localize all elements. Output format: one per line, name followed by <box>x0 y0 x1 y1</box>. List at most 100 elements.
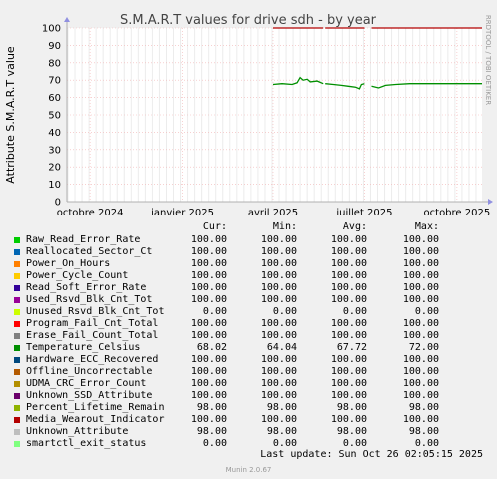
legend-header: Cur: <box>202 221 227 232</box>
series-line <box>325 83 365 90</box>
legend-avg: 98.00 <box>336 402 367 413</box>
legend-swatch <box>14 393 20 399</box>
legend-swatch <box>14 441 20 447</box>
legend-row: Reallocated_Sector_Ct 100.00 100.00 100.00 1… <box>0 246 497 258</box>
munin-version: Munin 2.0.67 <box>225 466 272 474</box>
x-tick-label: avril 2025 <box>248 208 298 215</box>
legend-row: Unknown_SSD_Attribute 100.00 100.00 100.00 1… <box>0 390 497 402</box>
legend-min: 100.00 <box>260 270 297 281</box>
y-tick-label: 50 <box>48 111 61 122</box>
legend-avg: 0.00 <box>342 438 367 449</box>
y-tick-label: 10 <box>48 180 61 191</box>
legend-swatch <box>14 273 20 279</box>
legend-min: 100.00 <box>260 414 297 425</box>
legend-swatch <box>14 261 20 267</box>
legend-swatch <box>14 417 20 423</box>
legend-row: Read_Soft_Error_Rate 100.00 100.00 100.00 10… <box>0 282 497 294</box>
legend-cur: 100.00 <box>190 318 227 329</box>
legend-name: Unknown_Attribute <box>26 426 129 437</box>
legend-max: 100.00 <box>402 270 439 281</box>
legend-swatch <box>14 237 20 243</box>
legend-cur: 100.00 <box>190 390 227 401</box>
legend-avg: 100.00 <box>330 270 367 281</box>
y-tick-label: 40 <box>48 128 61 139</box>
legend-avg: 100.00 <box>330 390 367 401</box>
y-tick-label: 30 <box>48 145 61 156</box>
chart-title: S.M.A.R.T values for drive sdh - by year <box>120 13 377 28</box>
legend-swatch <box>14 381 20 387</box>
legend-name: Used_Rsvd_Blk_Cnt_Tot <box>26 294 153 305</box>
legend-name: Media_Wearout_Indicator <box>26 414 165 425</box>
legend-avg: 100.00 <box>330 354 367 365</box>
series-line <box>371 83 482 89</box>
legend-swatch <box>14 285 20 291</box>
y-tick-label: 70 <box>48 76 61 87</box>
legend-name: Reallocated_Sector_Ct <box>26 246 153 257</box>
legend-swatch <box>14 369 20 375</box>
legend-cur: 0.00 <box>202 438 227 449</box>
legend-name: Offline_Uncorrectable <box>26 366 153 377</box>
legend-max: 100.00 <box>402 294 439 305</box>
legend-min: 100.00 <box>260 246 297 257</box>
legend-cur: 98.00 <box>196 426 227 437</box>
rrdtool-credit: RRDTOOL / TOBI OETIKER <box>484 15 492 105</box>
legend-swatch <box>14 357 20 363</box>
legend-header: Max: <box>414 221 439 232</box>
legend-row: smartctl_exit_status 0.00 0.00 0.00 0.00 <box>0 438 497 450</box>
legend-swatch <box>14 405 20 411</box>
y-axis-arrow <box>64 17 70 22</box>
legend-avg: 100.00 <box>330 282 367 293</box>
legend-row: Offline_Uncorrectable 100.00 100.00 100.00 1… <box>0 366 497 378</box>
legend-name: Percent_Lifetime_Remain <box>26 402 165 413</box>
legend-min: 100.00 <box>260 390 297 401</box>
legend-swatch <box>14 345 20 351</box>
legend-max: 100.00 <box>402 330 439 341</box>
legend-cur: 100.00 <box>190 246 227 257</box>
legend-row: Power_On_Hours 100.00 100.00 100.00 100.00 <box>0 258 497 270</box>
legend-cur: 100.00 <box>190 366 227 377</box>
legend-max: 100.00 <box>402 366 439 377</box>
x-tick-label: octobre 2024 <box>57 208 124 215</box>
legend-cur: 0.00 <box>202 306 227 317</box>
legend-cur: 100.00 <box>190 282 227 293</box>
legend-name: Erase_Fail_Count_Total <box>26 330 159 341</box>
legend-row: Media_Wearout_Indicator 100.00 100.00 100.0… <box>0 414 497 426</box>
legend-avg: 100.00 <box>330 234 367 245</box>
legend-min: 100.00 <box>260 354 297 365</box>
legend-avg: 100.00 <box>330 414 367 425</box>
x-tick-label: juillet 2025 <box>335 208 392 215</box>
legend-name: smartctl_exit_status <box>26 438 147 449</box>
y-tick-label: 80 <box>48 58 61 69</box>
legend-swatch <box>14 297 20 303</box>
legend-avg: 0.00 <box>342 306 367 317</box>
legend-header: Min: <box>272 221 297 232</box>
legend-name: UDMA_CRC_Error_Count <box>26 378 147 389</box>
legend-min: 64.04 <box>266 342 297 353</box>
legend-row: Used_Rsvd_Blk_Cnt_Tot 100.00 100.00 100.00 1… <box>0 294 497 306</box>
y-tick-label: 20 <box>48 163 61 174</box>
legend-max: 100.00 <box>402 390 439 401</box>
legend-min: 98.00 <box>266 426 297 437</box>
legend-swatch <box>14 429 20 435</box>
legend-row: Percent_Lifetime_Remain 98.00 98.00 98.00 98… <box>0 402 497 414</box>
legend-cur: 100.00 <box>190 330 227 341</box>
legend-avg: 100.00 <box>330 378 367 389</box>
y-tick-label: 90 <box>48 41 61 52</box>
legend-min: 100.00 <box>260 234 297 245</box>
legend-max: 0.00 <box>414 306 439 317</box>
legend-cur: 100.00 <box>190 234 227 245</box>
legend-name: Power_On_Hours <box>26 258 111 269</box>
legend-swatch <box>14 249 20 255</box>
legend-min: 100.00 <box>260 282 297 293</box>
legend-min: 98.00 <box>266 402 297 413</box>
x-ticks: octobre 2024 janvier 2025 avril 2025 juille… <box>57 208 490 215</box>
legend-avg: 100.00 <box>330 246 367 257</box>
legend-name: Temperature_Celsius <box>26 342 141 353</box>
legend-row: Erase_Fail_Count_Total 100.00 100.00 100.00… <box>0 330 497 342</box>
legend-cur: 100.00 <box>190 258 227 269</box>
y-axis-label: Attribute S.M.A.R.T value <box>4 46 17 184</box>
x-tick-label: janvier 2025 <box>150 208 214 215</box>
legend-row: Program_Fail_Cnt_Total 100.00 100.00 100.00… <box>0 318 497 330</box>
legend-cur: 100.00 <box>190 294 227 305</box>
legend-cur: 100.00 <box>190 270 227 281</box>
